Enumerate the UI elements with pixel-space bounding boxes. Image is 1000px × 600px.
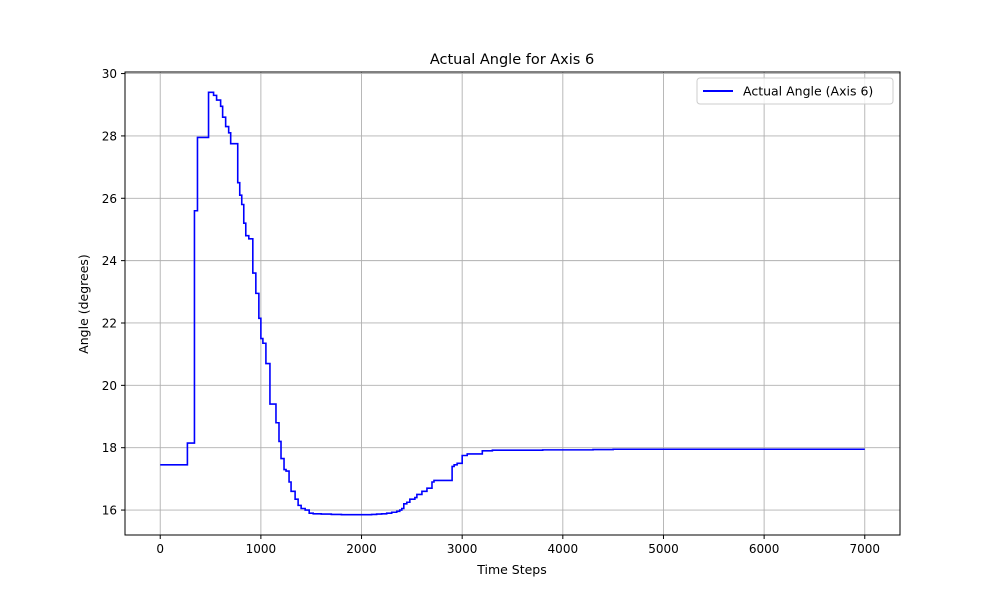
y-tick-label: 24	[102, 254, 117, 268]
legend-box	[696, 77, 894, 105]
x-tick-label: 1000	[246, 542, 277, 556]
y-tick-label: 28	[102, 129, 117, 143]
series-line-0	[160, 91, 865, 516]
y-tick-label: 18	[102, 441, 117, 455]
plot-frame	[124, 71, 901, 536]
chart-title: Actual Angle for Axis 6	[430, 52, 594, 68]
y-axis-label: Angle (degrees)	[76, 254, 91, 354]
y-tick-label: 30	[102, 67, 117, 81]
legend-entry-label: Actual Angle (Axis 6)	[743, 84, 873, 99]
y-tick-label: 16	[102, 504, 117, 518]
y-tick-label: 20	[102, 379, 117, 393]
series-layer	[160, 91, 865, 516]
y-axis: 16 18 20 22 24 26 28 30	[102, 67, 125, 518]
gridlines	[125, 72, 900, 535]
y-tick-label: 26	[102, 192, 117, 206]
x-tick-label: 3000	[447, 542, 478, 556]
x-tick-label: 7000	[849, 542, 880, 556]
x-tick-label: 5000	[648, 542, 679, 556]
x-axis: 0 1000 2000 3000 4000 5000 6000 7000	[156, 535, 880, 556]
legend: Actual Angle (Axis 6)	[696, 77, 894, 105]
x-tick-label: 4000	[548, 542, 579, 556]
x-tick-label: 0	[156, 542, 164, 556]
y-tick-label: 22	[102, 316, 117, 330]
x-tick-label: 2000	[346, 542, 377, 556]
x-tick-label: 6000	[749, 542, 780, 556]
x-axis-label: Time Steps	[476, 562, 547, 577]
